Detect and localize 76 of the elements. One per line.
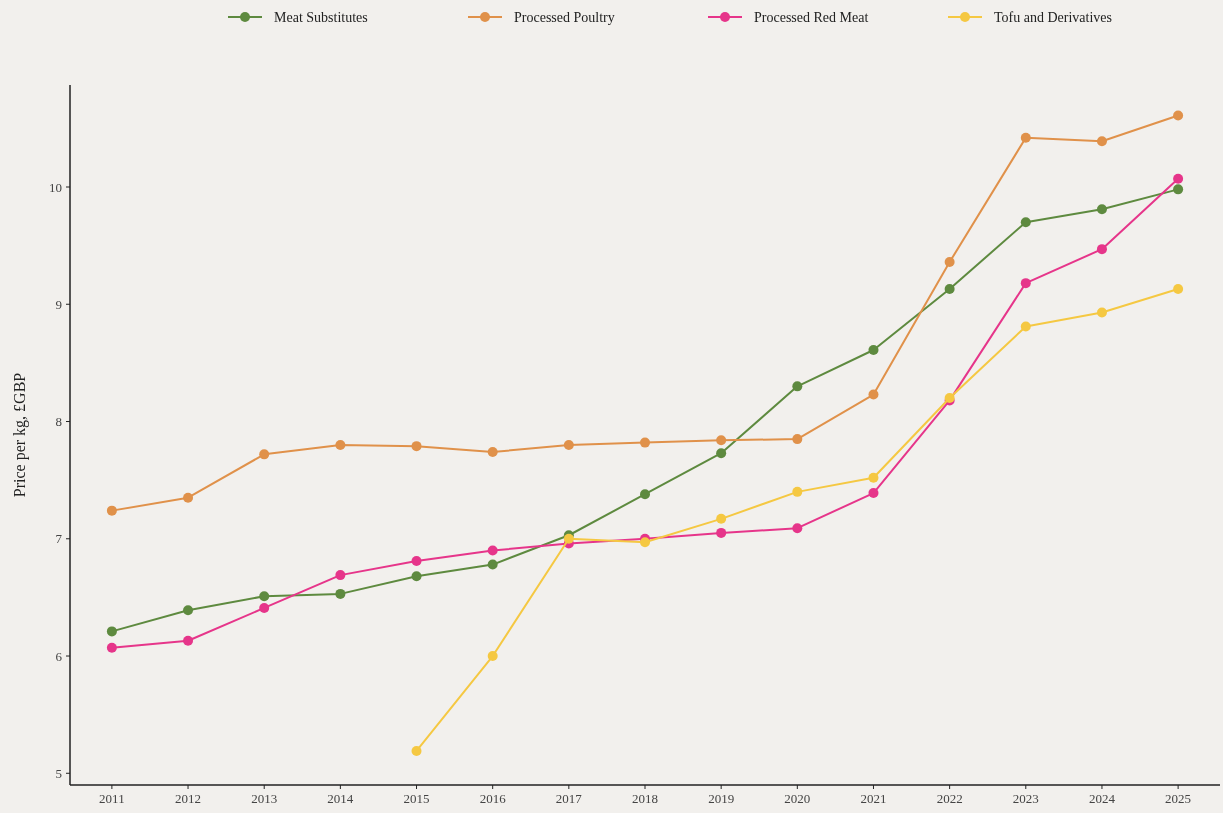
point [868,389,879,400]
point [792,381,803,392]
point [868,344,879,355]
point [411,571,422,582]
point [183,635,194,646]
point [716,527,727,538]
point [792,486,803,497]
x-tick-label: 2019 [708,791,735,806]
point [716,435,727,446]
x-tick-label: 2014 [327,791,354,806]
y-tick-label: 5 [55,765,62,781]
point [487,651,498,662]
point [106,642,117,653]
point [716,448,727,459]
point [1020,132,1031,143]
point [792,434,803,445]
y-tick-label: 7 [55,531,63,547]
point [1096,244,1107,255]
x-tick-label: 2022 [936,791,963,806]
x-tick-label: 2011 [99,791,125,806]
y-tick-label: 9 [55,296,62,312]
point [411,746,422,756]
point [1173,110,1184,121]
point [792,523,803,534]
point [1173,284,1184,295]
point [411,556,422,567]
point [1096,136,1107,147]
point [487,559,498,570]
point [259,449,270,460]
x-tick-label: 2020 [784,791,811,806]
point [259,591,270,602]
point [259,602,270,613]
point [335,570,346,581]
point [640,489,650,500]
x-tick-label: 2023 [1012,791,1039,806]
y-tick-label: 8 [55,414,62,430]
x-tick-label: 2025 [1165,791,1192,806]
point [487,545,498,556]
point [944,284,955,295]
point [335,439,346,450]
point [1096,307,1107,318]
point [716,513,727,524]
point [868,488,879,499]
point [1096,204,1107,215]
point [183,492,194,503]
x-tick-label: 2012 [175,791,202,806]
point [1173,184,1184,195]
y-tick-label: 6 [55,648,63,664]
legend-label: Processed Red Meat [754,9,869,25]
y-axis-title: Price per kg, £GBP [11,372,29,498]
y-tick-label: 10 [49,179,62,195]
point [1020,217,1031,228]
point [1173,173,1184,184]
point [868,472,879,483]
x-tick-label: 2016 [479,791,507,806]
point [106,626,117,637]
point [1020,278,1031,289]
point [1020,321,1031,332]
legend-label: Processed Poultry [514,9,615,25]
point [487,447,498,457]
point [640,437,650,448]
x-tick-label: 2018 [632,791,658,806]
point [411,441,422,452]
x-tick-label: 2021 [860,791,887,806]
x-tick-label: 2013 [251,791,278,806]
point [640,537,650,548]
point [183,605,194,616]
point [944,257,955,268]
x-tick-label: 2015 [403,791,430,806]
x-tick-label: 2024 [1088,791,1116,806]
legend-label: Tofu and Derivatives [994,9,1112,25]
point [335,588,346,599]
legend-label: Meat Substitutes [274,9,368,25]
x-tick-label: 2017 [555,791,583,806]
point [563,439,574,450]
point [106,505,117,516]
